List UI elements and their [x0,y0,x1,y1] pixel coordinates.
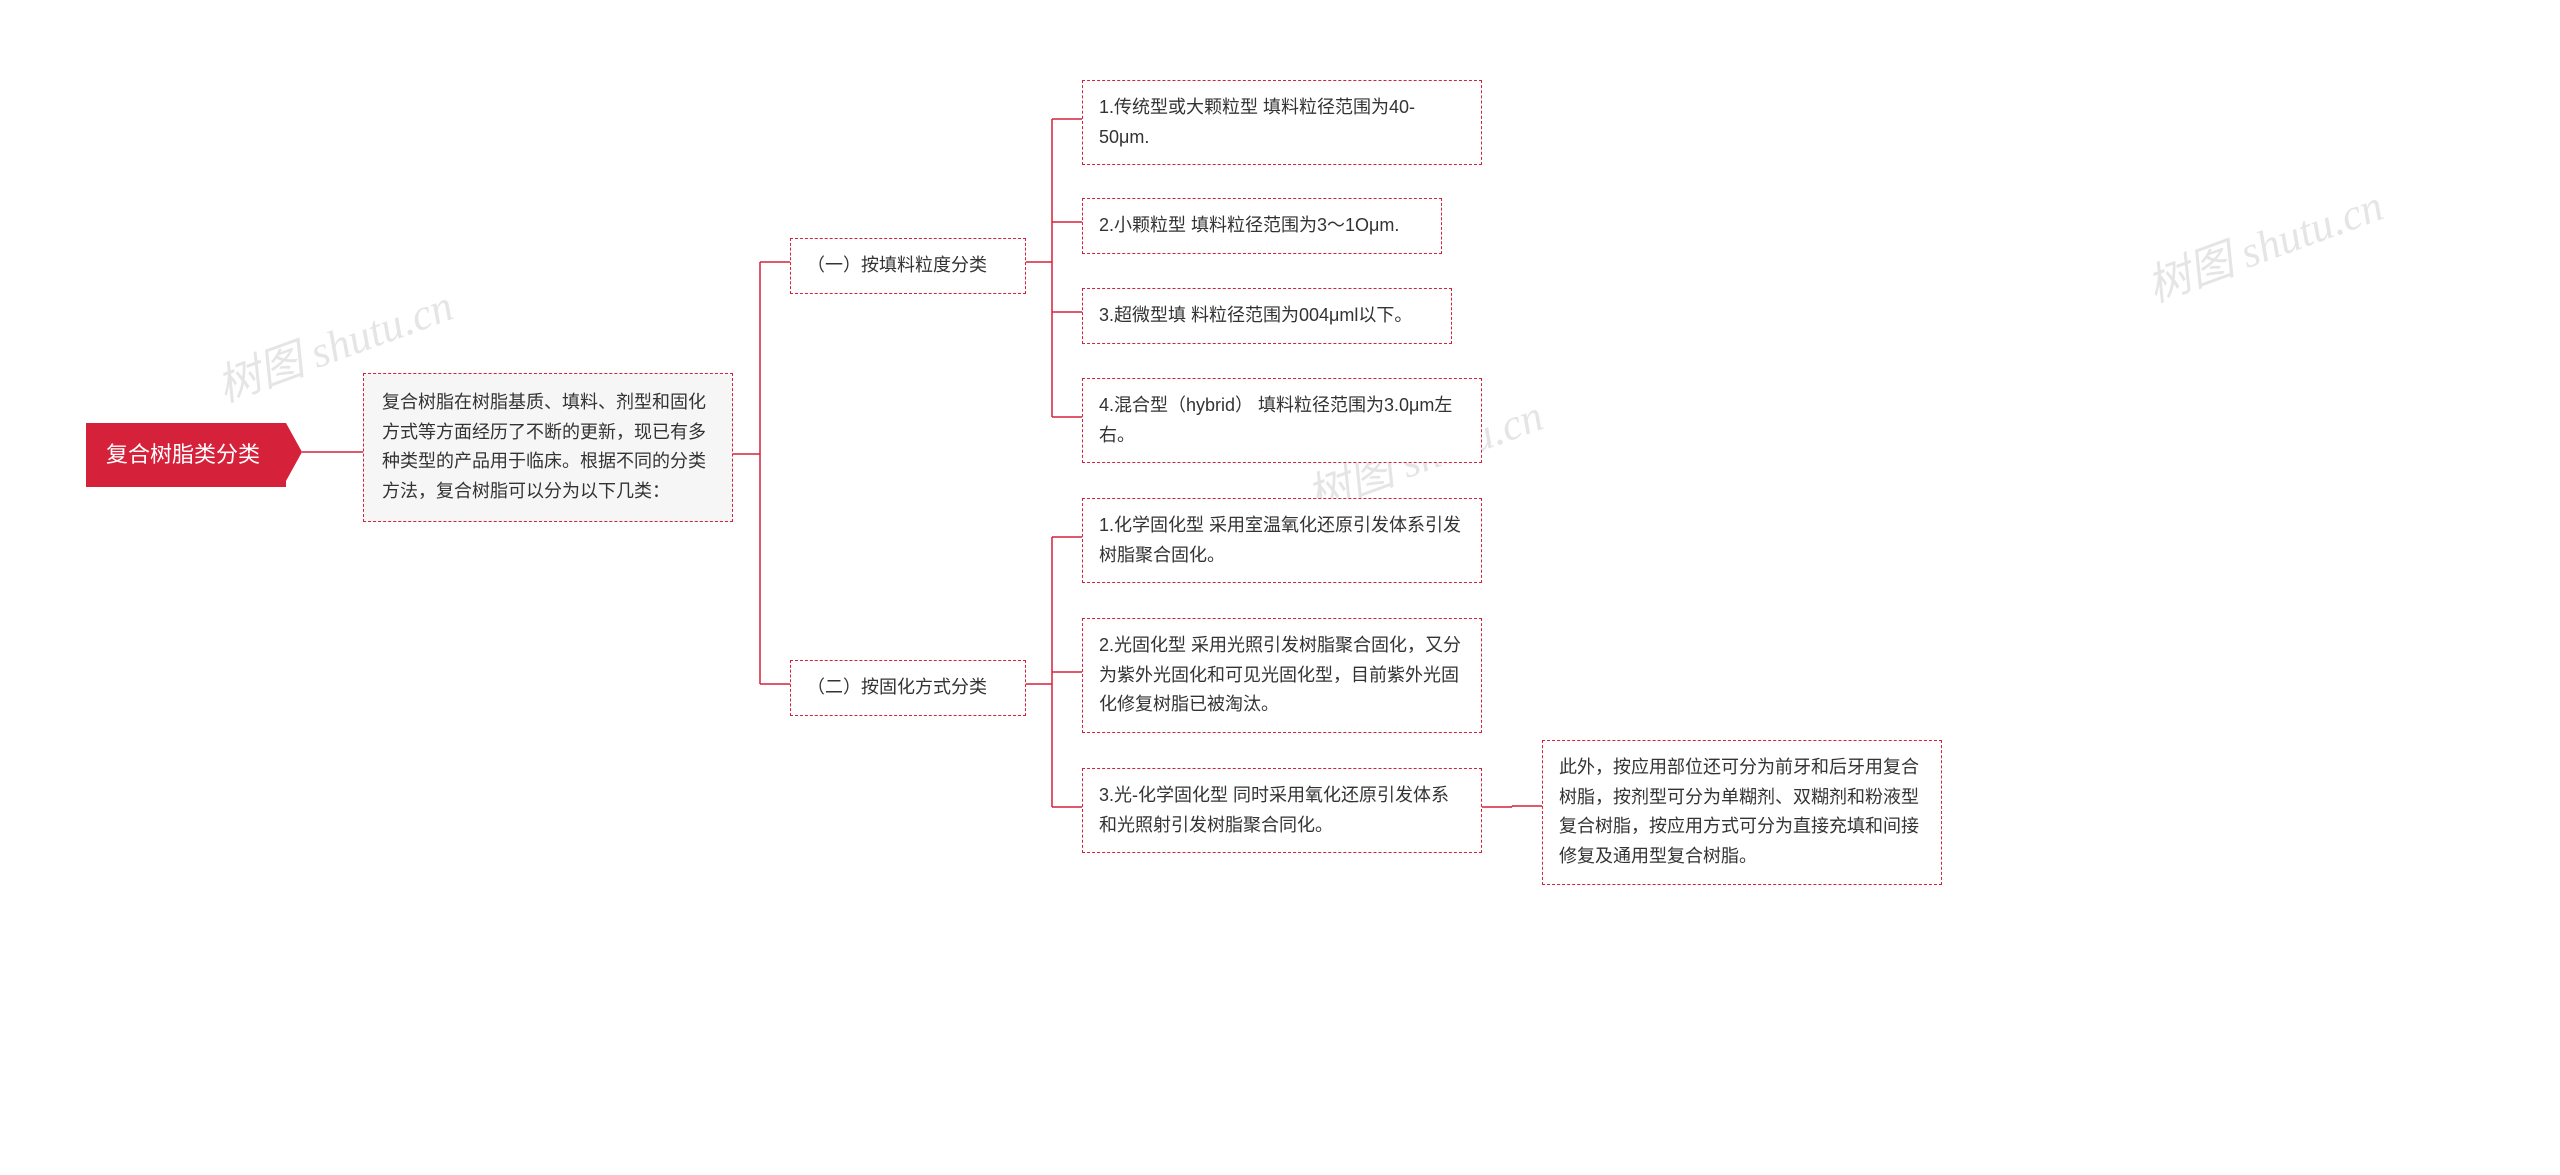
intro-node: 复合树脂在树脂基质、填料、剂型和固化方式等方面经历了不断的更新，现已有多种类型的… [363,373,733,522]
category-1-node: （一）按填料粒度分类 [790,238,1026,294]
root-node: 复合树脂类分类 [86,423,286,487]
leaf-node: 1.传统型或大颗粒型 填料粒径范围为40-50μm. [1082,80,1482,165]
watermark: 树图 shutu.cn [2137,170,2391,315]
leaf-node: 3.光-化学固化型 同时采用氧化还原引发体系和光照射引发树脂聚合同化。 [1082,768,1482,853]
leaf-node: 4.混合型（hybrid） 填料粒径范围为3.0μm左右。 [1082,378,1482,463]
leaf-node: 3.超微型填 料粒径范围为004μml以下。 [1082,288,1452,344]
leaf-node: 2.光固化型 采用光照引发树脂聚合固化，又分为紫外光固化和可见光固化型，目前紫外… [1082,618,1482,733]
leaf-node: 2.小颗粒型 填料粒径范围为3～1Oμm. [1082,198,1442,254]
leaf-node: 此外，按应用部位还可分为前牙和后牙用复合树脂，按剂型可分为单糊剂、双糊剂和粉液型… [1542,740,1942,885]
connectors [0,0,2560,1175]
leaf-node: 1.化学固化型 采用室温氧化还原引发体系引发树脂聚合固化。 [1082,498,1482,583]
category-2-node: （二）按固化方式分类 [790,660,1026,716]
